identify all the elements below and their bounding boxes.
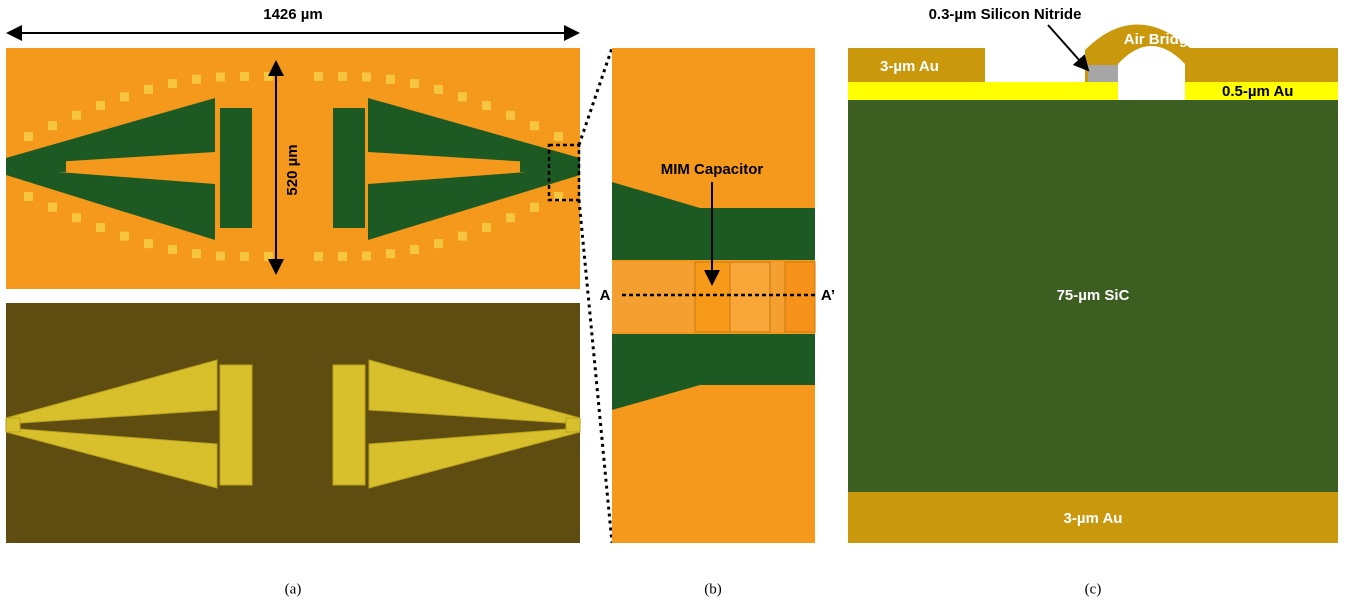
thin-metal-label: 0.5-µm Au bbox=[1222, 83, 1293, 100]
figure: 1426 µm 520 µm (a) A A’ MIM Capacitor (b… bbox=[0, 0, 1352, 605]
via-dot bbox=[410, 245, 419, 254]
via-dot bbox=[554, 132, 563, 141]
capacitor-label: MIM Capacitor bbox=[661, 161, 764, 178]
width-label: 1426 µm bbox=[263, 6, 323, 23]
via-dot bbox=[458, 92, 467, 101]
via-dot bbox=[72, 213, 81, 222]
via-dot bbox=[24, 192, 33, 201]
via-dot bbox=[314, 72, 323, 81]
caption: (c) bbox=[1085, 581, 1102, 597]
via-dot bbox=[96, 101, 105, 110]
via-dot bbox=[434, 239, 443, 248]
via-dot bbox=[48, 203, 57, 212]
via-dot bbox=[482, 101, 491, 110]
via-dot bbox=[192, 249, 201, 258]
via-dot bbox=[192, 75, 201, 84]
via-dot bbox=[506, 213, 515, 222]
via-dot bbox=[72, 111, 81, 120]
caption: (b) bbox=[704, 581, 722, 597]
via-dot bbox=[386, 249, 395, 258]
caption: (a) bbox=[285, 581, 302, 597]
section-end: A’ bbox=[821, 287, 835, 304]
via-dot bbox=[240, 72, 249, 81]
via-dot bbox=[458, 232, 467, 241]
zoom-line bbox=[579, 48, 612, 145]
via-dot bbox=[264, 252, 273, 261]
fabricated-photo bbox=[6, 303, 580, 543]
via-dot bbox=[530, 203, 539, 212]
via-dot bbox=[168, 245, 177, 254]
top-metal-label: 3-µm Au bbox=[880, 58, 939, 75]
via-dot bbox=[120, 232, 129, 241]
via-dot bbox=[216, 72, 225, 81]
via-dot bbox=[338, 252, 347, 261]
via-dot bbox=[144, 85, 153, 94]
via-dot bbox=[410, 79, 419, 88]
cross-section bbox=[848, 24, 1338, 543]
via-dot bbox=[216, 252, 225, 261]
nitride-label: 0.3-µm Silicon Nitride bbox=[929, 6, 1082, 23]
via-dot bbox=[362, 252, 371, 261]
substrate-label: 75-µm SiC bbox=[1057, 287, 1130, 304]
via-dot bbox=[168, 79, 177, 88]
via-dot bbox=[362, 72, 371, 81]
via-dot bbox=[314, 252, 323, 261]
via-dot bbox=[434, 85, 443, 94]
via-dot bbox=[240, 252, 249, 261]
via-dot bbox=[264, 72, 273, 81]
via-dot bbox=[482, 223, 491, 232]
via-dot bbox=[338, 72, 347, 81]
via-dot bbox=[506, 111, 515, 120]
via-dot bbox=[386, 75, 395, 84]
via-dot bbox=[144, 239, 153, 248]
via-dot bbox=[120, 92, 129, 101]
bottom-metal-label: 3-µm Au bbox=[1064, 510, 1123, 527]
height-label: 520 µm bbox=[284, 144, 301, 195]
via-dot bbox=[530, 121, 539, 130]
via-dot bbox=[48, 121, 57, 130]
zoom-line bbox=[579, 200, 612, 543]
via-dot bbox=[96, 223, 105, 232]
bridge-label: Air Bridge bbox=[1124, 31, 1197, 48]
nitride-arrow bbox=[1048, 25, 1088, 70]
via-dot bbox=[24, 132, 33, 141]
section-start: A bbox=[600, 287, 611, 304]
